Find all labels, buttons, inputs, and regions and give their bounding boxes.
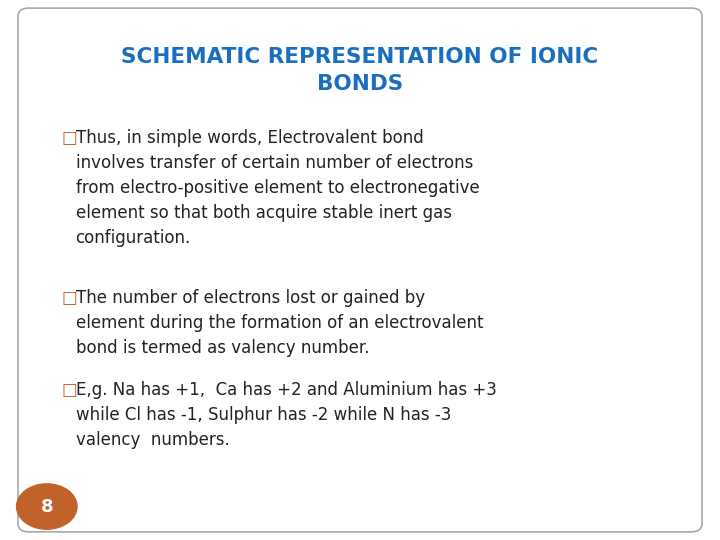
Text: □: □ xyxy=(61,381,77,399)
Text: BONDS: BONDS xyxy=(317,73,403,94)
Text: Thus, in simple words, Electrovalent bond
involves transfer of certain number of: Thus, in simple words, Electrovalent bon… xyxy=(76,129,480,247)
Text: □: □ xyxy=(61,129,77,146)
Text: □: □ xyxy=(61,289,77,307)
Circle shape xyxy=(17,484,77,529)
FancyBboxPatch shape xyxy=(18,8,702,532)
Text: E,g. Na has +1,  Ca has +2 and Aluminium has +3
while Cl has -1, Sulphur has -2 : E,g. Na has +1, Ca has +2 and Aluminium … xyxy=(76,381,497,449)
Text: The number of electrons lost or gained by
element during the formation of an ele: The number of electrons lost or gained b… xyxy=(76,289,483,357)
Text: SCHEMATIC REPRESENTATION OF IONIC: SCHEMATIC REPRESENTATION OF IONIC xyxy=(122,46,598,67)
Text: 8: 8 xyxy=(40,497,53,516)
